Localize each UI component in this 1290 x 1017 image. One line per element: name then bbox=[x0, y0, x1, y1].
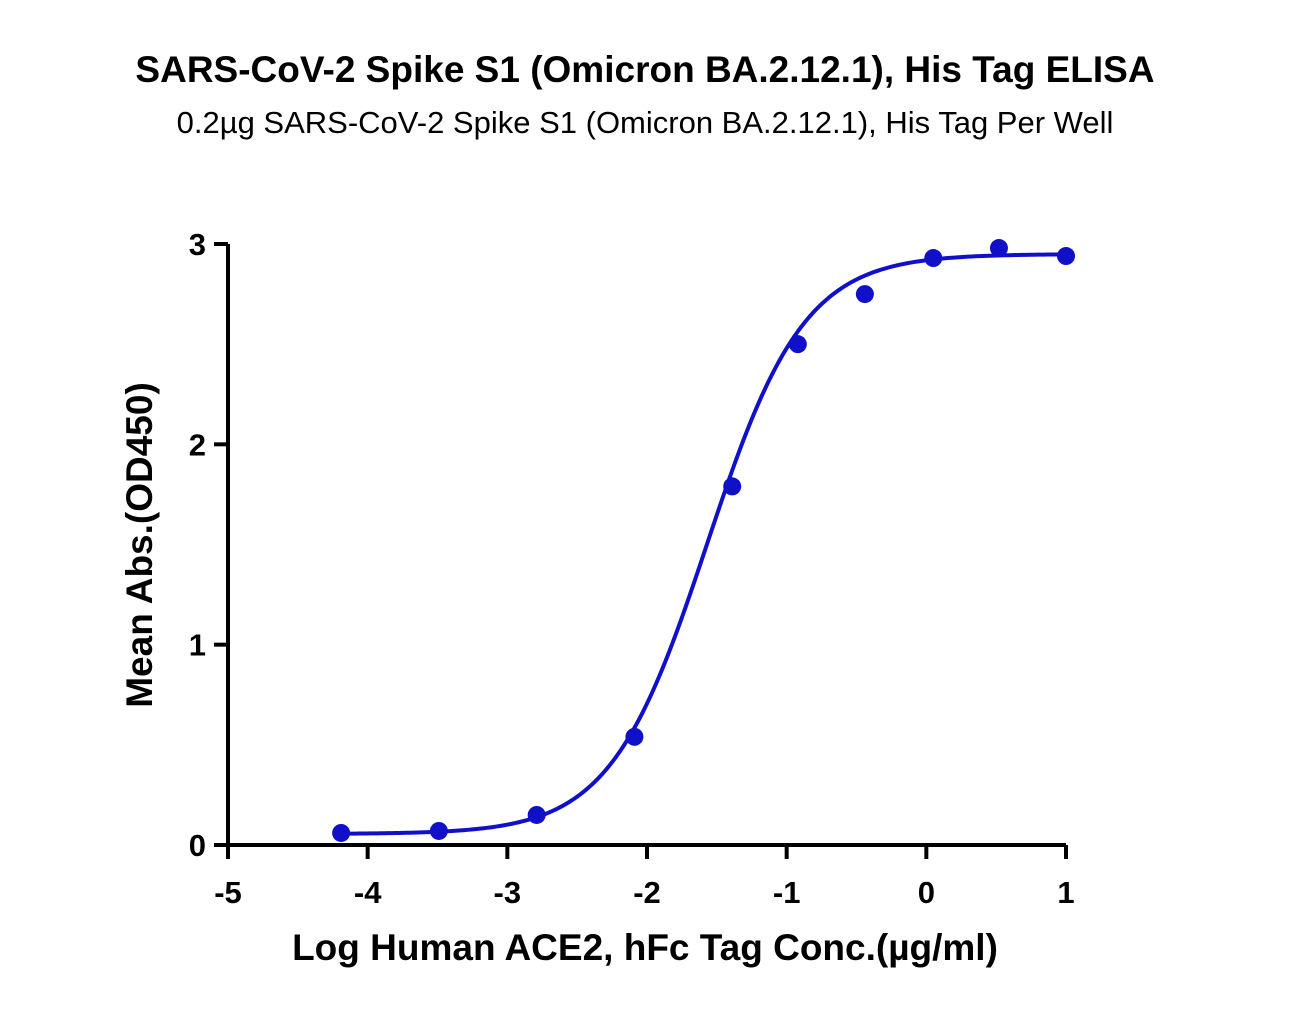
fit-curve bbox=[341, 252, 1067, 836]
axes bbox=[226, 244, 1066, 847]
y-tick-label: 2 bbox=[189, 427, 206, 462]
x-tick-label: -2 bbox=[633, 875, 661, 910]
y-tick-label: 3 bbox=[189, 227, 206, 262]
x-tick-label: -3 bbox=[494, 875, 522, 910]
x-tick-label: 1 bbox=[1057, 875, 1074, 910]
data-point bbox=[527, 805, 546, 824]
y-axis-label: Mean Abs.(OD450) bbox=[119, 382, 160, 708]
data-point bbox=[924, 249, 943, 268]
x-tick-label: 0 bbox=[918, 875, 935, 910]
chart-title: SARS-CoV-2 Spike S1 (Omicron BA.2.12.1),… bbox=[135, 49, 1154, 90]
data-point bbox=[429, 821, 448, 840]
data-point bbox=[989, 239, 1008, 258]
data-point bbox=[723, 477, 742, 496]
x-tick-label: -5 bbox=[214, 875, 242, 910]
series-layer bbox=[332, 239, 1075, 842]
x-tick-label: -1 bbox=[773, 875, 801, 910]
data-point bbox=[788, 335, 807, 354]
data-point bbox=[1057, 247, 1075, 266]
x-axis-label: Log Human ACE2, hFc Tag Conc.(µg/ml) bbox=[292, 927, 998, 968]
x-tick-label: -4 bbox=[354, 875, 382, 910]
data-point bbox=[332, 823, 351, 842]
chart-subtitle: 0.2µg SARS-CoV-2 Spike S1 (Omicron BA.2.… bbox=[177, 105, 1114, 140]
data-point bbox=[625, 727, 644, 746]
y-ticks: 0 1 2 3 bbox=[189, 227, 228, 863]
y-tick-label: 0 bbox=[189, 828, 206, 863]
data-point bbox=[855, 285, 874, 304]
y-tick-label: 1 bbox=[189, 628, 206, 663]
x-ticks: -5 -4 -3 -2 -1 0 1 bbox=[214, 845, 1075, 910]
